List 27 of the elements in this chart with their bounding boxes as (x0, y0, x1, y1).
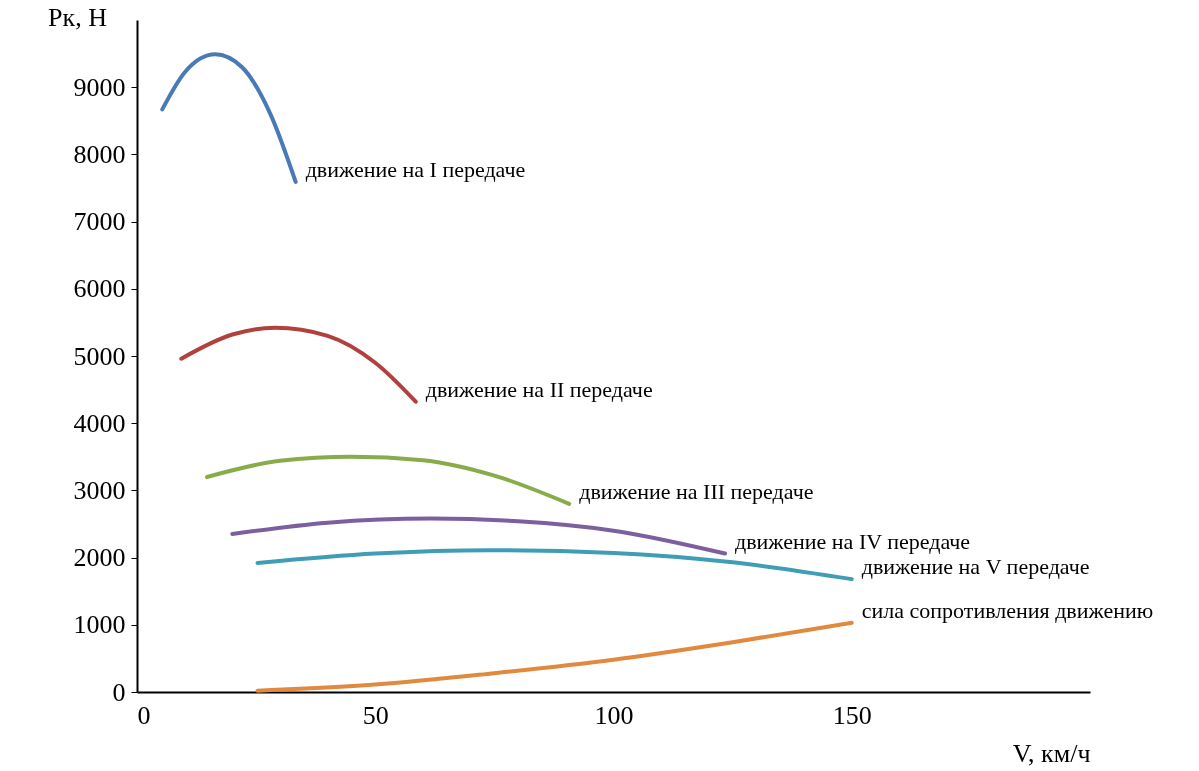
series-label: движение на V передаче (861, 554, 1090, 580)
line-series (160, 52, 298, 184)
y-tick-label: 1000 (73, 610, 126, 640)
y-tick-label: 8000 (73, 139, 126, 169)
y-tick-label: 3000 (73, 475, 126, 505)
series-label: сила сопротивления движению (861, 597, 1154, 623)
line-series (205, 454, 572, 506)
y-tick-label: 2000 (73, 543, 126, 573)
x-tick-label: 150 (832, 700, 872, 730)
y-axis-title: Рк, Н (48, 2, 108, 32)
y-tick-label: 4000 (73, 408, 126, 438)
series-label: движение на IV передаче (735, 528, 971, 554)
series-label: движение на III передаче (579, 478, 814, 504)
y-tick-label: 9000 (73, 72, 126, 102)
line-series (255, 620, 854, 693)
y-tick-label: 7000 (73, 207, 126, 237)
x-axis-title: V, км/ч (1012, 738, 1091, 768)
x-tick-label: 50 (362, 700, 389, 730)
series-label: движение на II передаче (425, 376, 653, 402)
series-label: движение на I передаче (305, 156, 526, 182)
line-series (179, 325, 418, 404)
y-tick-label: 0 (112, 677, 126, 707)
x-tick-label: 100 (594, 700, 634, 730)
x-tick-label: 0 (137, 700, 151, 730)
y-tick-label: 6000 (73, 274, 126, 304)
y-tick-label: 5000 (73, 341, 126, 371)
line-series (230, 516, 727, 556)
